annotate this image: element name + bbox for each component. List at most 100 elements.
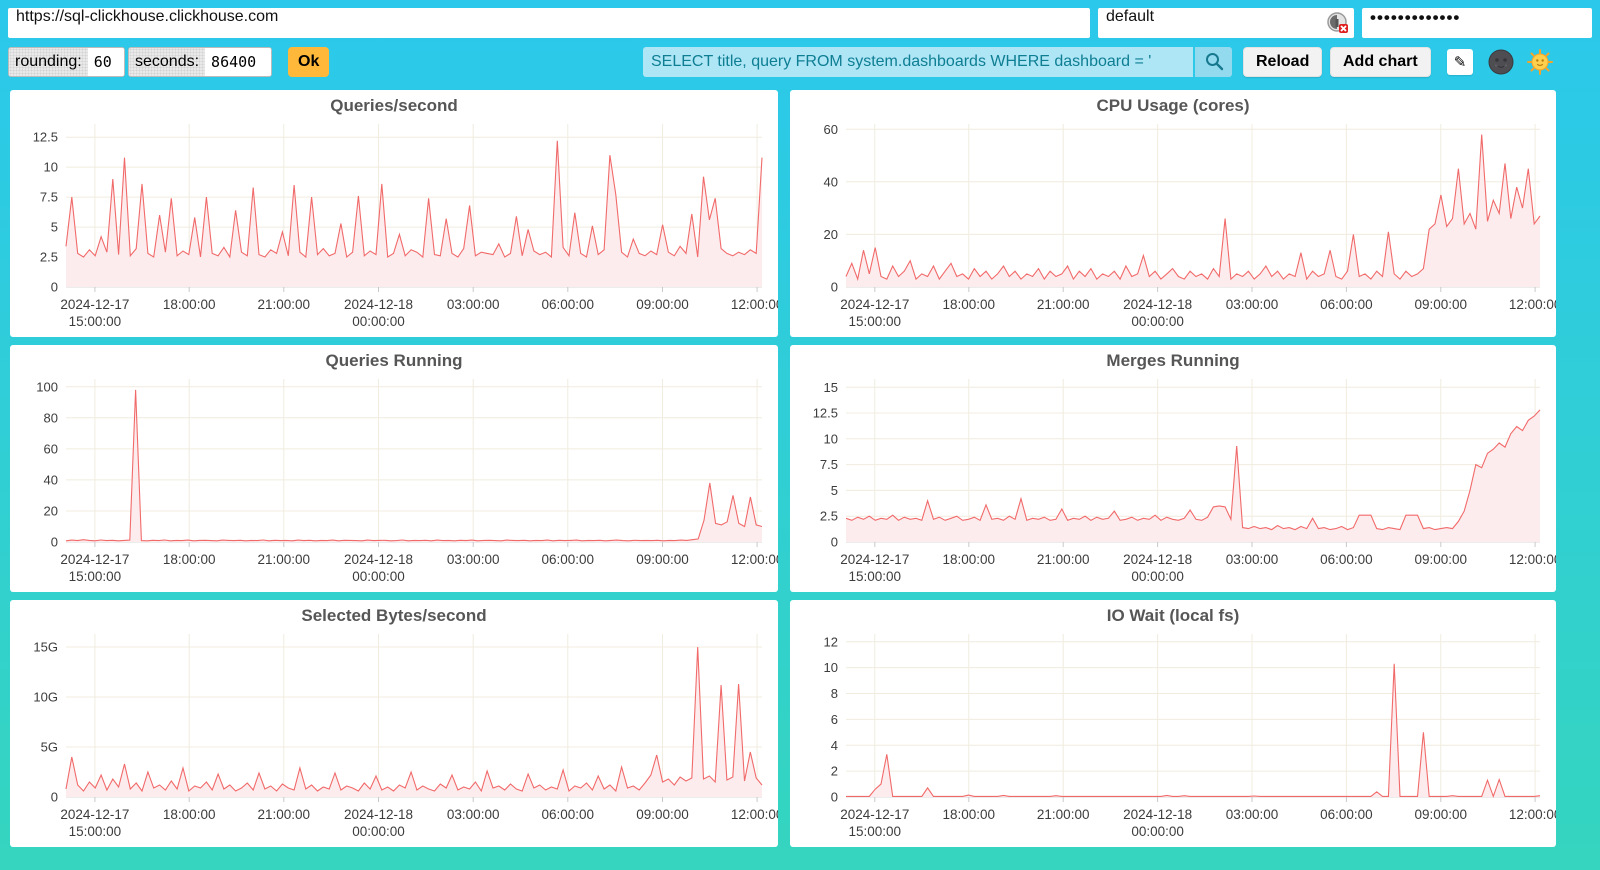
reload-button[interactable]: Reload <box>1243 47 1323 77</box>
svg-text:7.5: 7.5 <box>40 190 58 205</box>
chart-plot[interactable]: 0 5G 10G 15G 2024-12-17 15:00:00 18:00:00 21:00… <box>10 600 778 847</box>
server-url-input[interactable]: https://sql-clickhouse.clickhouse.com <box>8 8 1090 38</box>
chart-card-io-wait-local-fs-[interactable]: 0 2 4 6 8 10 12 2024-12-17 15:00:00 18:00:00 21:00… <box>790 600 1556 847</box>
svg-text:18:00:00: 18:00:00 <box>163 807 216 822</box>
chart-plot[interactable]: 0 2.5 5 7.5 10 12.5 15 2024-12-17 15:00:00 18:00:… <box>790 345 1556 592</box>
svg-text:0: 0 <box>831 535 838 550</box>
svg-text:5G: 5G <box>41 740 58 755</box>
dark-theme-moon-icon[interactable] <box>1488 49 1514 75</box>
svg-text:21:00:00: 21:00:00 <box>1037 297 1090 312</box>
sql-query-input[interactable]: SELECT title, query FROM system.dashboar… <box>643 47 1193 77</box>
svg-text:6: 6 <box>831 712 838 727</box>
seconds-input[interactable]: 86400 <box>205 48 272 76</box>
edit-pencil-button[interactable]: ✎ <box>1447 49 1473 75</box>
svg-text:4: 4 <box>831 738 838 753</box>
add-chart-button[interactable]: Add chart <box>1330 47 1431 77</box>
chart-plot[interactable]: 0 20 40 60 80 100 2024-12-17 15:00:00 18:00:00 21… <box>10 345 778 592</box>
svg-text:06:00:00: 06:00:00 <box>542 807 595 822</box>
svg-text:2024-12-18: 2024-12-18 <box>344 552 413 567</box>
svg-text:15:00:00: 15:00:00 <box>69 824 122 839</box>
chart-card-merges-running[interactable]: 0 2.5 5 7.5 10 12.5 15 2024-12-17 15:00:00 18:00:… <box>790 345 1556 592</box>
svg-text:12:00:00: 12:00:00 <box>731 297 778 312</box>
svg-text:06:00:00: 06:00:00 <box>542 297 595 312</box>
svg-text:03:00:00: 03:00:00 <box>1226 297 1279 312</box>
chart-card-cpu-usage-cores-[interactable]: 0 20 40 60 2024-12-17 15:00:00 18:00:00 21:00:0… <box>790 90 1556 337</box>
chart-plot[interactable]: 0 2.5 5 7.5 10 12.5 2024-12-17 15:00:00 18:00:00… <box>10 90 778 337</box>
username-input[interactable]: default <box>1098 8 1354 38</box>
rounding-control: rounding: 60 <box>8 47 125 77</box>
svg-text:2024-12-18: 2024-12-18 <box>1123 552 1192 567</box>
svg-text:15:00:00: 15:00:00 <box>849 314 902 329</box>
svg-text:03:00:00: 03:00:00 <box>1226 807 1279 822</box>
svg-text:06:00:00: 06:00:00 <box>1320 297 1373 312</box>
svg-text:15:00:00: 15:00:00 <box>69 569 122 584</box>
svg-text:60: 60 <box>44 441 58 456</box>
svg-text:80: 80 <box>44 410 58 425</box>
svg-text:09:00:00: 09:00:00 <box>636 552 689 567</box>
magnifier-icon <box>1204 51 1224 74</box>
svg-text:21:00:00: 21:00:00 <box>258 807 311 822</box>
svg-text:00:00:00: 00:00:00 <box>352 314 405 329</box>
svg-text:10G: 10G <box>33 690 58 705</box>
chart-plot[interactable]: 0 20 40 60 2024-12-17 15:00:00 18:00:00 21:00:0… <box>790 90 1556 337</box>
svg-text:0: 0 <box>51 790 58 805</box>
svg-text:0: 0 <box>831 280 838 295</box>
chart-card-selected-bytes-second[interactable]: 0 5G 10G 15G 2024-12-17 15:00:00 18:00:00 21:00… <box>10 600 778 847</box>
svg-text:10: 10 <box>44 160 58 175</box>
sql-search-group: SELECT title, query FROM system.dashboar… <box>643 47 1232 77</box>
svg-text:100: 100 <box>36 379 58 394</box>
password-input[interactable]: ••••••••••••• <box>1362 8 1592 38</box>
charts-grid: 0 2.5 5 7.5 10 12.5 2024-12-17 15:00:00 18:00:00… <box>0 90 1600 862</box>
svg-text:2024-12-17: 2024-12-17 <box>60 297 129 312</box>
svg-text:2024-12-18: 2024-12-18 <box>344 807 413 822</box>
svg-text:15:00:00: 15:00:00 <box>849 824 902 839</box>
svg-text:20: 20 <box>824 227 838 242</box>
svg-text:20: 20 <box>44 504 58 519</box>
svg-text:00:00:00: 00:00:00 <box>1131 824 1184 839</box>
ok-button[interactable]: Ok <box>288 47 330 77</box>
svg-text:2024-12-17: 2024-12-17 <box>840 807 909 822</box>
svg-text:0: 0 <box>51 535 58 550</box>
chart-card-queries-second[interactable]: 0 2.5 5 7.5 10 12.5 2024-12-17 15:00:00 18:00:00… <box>10 90 778 337</box>
svg-text:60: 60 <box>824 122 838 137</box>
search-button[interactable] <box>1195 47 1232 77</box>
svg-text:06:00:00: 06:00:00 <box>1320 807 1373 822</box>
svg-text:00:00:00: 00:00:00 <box>352 569 405 584</box>
svg-text:03:00:00: 03:00:00 <box>447 552 500 567</box>
chart-plot[interactable]: 0 2 4 6 8 10 12 2024-12-17 15:00:00 18:00:00 21:00… <box>790 600 1556 847</box>
svg-text:12:00:00: 12:00:00 <box>1509 297 1556 312</box>
svg-text:00:00:00: 00:00:00 <box>1131 314 1184 329</box>
svg-text:8: 8 <box>831 686 838 701</box>
seconds-label: seconds: <box>129 48 206 76</box>
svg-text:15: 15 <box>824 380 838 395</box>
svg-text:12.5: 12.5 <box>33 130 58 145</box>
svg-text:0: 0 <box>51 280 58 295</box>
svg-text:21:00:00: 21:00:00 <box>1037 807 1090 822</box>
svg-text:2024-12-18: 2024-12-18 <box>1123 807 1192 822</box>
svg-text:15G: 15G <box>33 640 58 655</box>
svg-text:15:00:00: 15:00:00 <box>849 569 902 584</box>
svg-text:00:00:00: 00:00:00 <box>1131 569 1184 584</box>
svg-text:2.5: 2.5 <box>40 250 58 265</box>
connection-bar: https://sql-clickhouse.clickhouse.com de… <box>8 8 1592 38</box>
rounding-input[interactable]: 60 <box>87 48 124 76</box>
svg-text:06:00:00: 06:00:00 <box>1320 552 1373 567</box>
svg-text:18:00:00: 18:00:00 <box>943 807 996 822</box>
svg-text:12:00:00: 12:00:00 <box>1509 552 1556 567</box>
svg-text:10: 10 <box>824 660 838 675</box>
svg-text:09:00:00: 09:00:00 <box>1415 807 1468 822</box>
svg-text:21:00:00: 21:00:00 <box>1037 552 1090 567</box>
svg-text:21:00:00: 21:00:00 <box>258 552 311 567</box>
svg-text:18:00:00: 18:00:00 <box>943 297 996 312</box>
svg-text:2024-12-18: 2024-12-18 <box>344 297 413 312</box>
svg-text:00:00:00: 00:00:00 <box>352 824 405 839</box>
light-theme-sun-icon[interactable] <box>1527 49 1553 75</box>
svg-text:5: 5 <box>51 220 58 235</box>
svg-text:2024-12-17: 2024-12-17 <box>60 807 129 822</box>
svg-text:40: 40 <box>824 174 838 189</box>
chart-card-queries-running[interactable]: 0 20 40 60 80 100 2024-12-17 15:00:00 18:00:00 21… <box>10 345 778 592</box>
password-manager-icon[interactable] <box>1327 12 1349 34</box>
svg-text:21:00:00: 21:00:00 <box>258 297 311 312</box>
svg-text:0: 0 <box>831 790 838 805</box>
svg-text:18:00:00: 18:00:00 <box>163 297 216 312</box>
